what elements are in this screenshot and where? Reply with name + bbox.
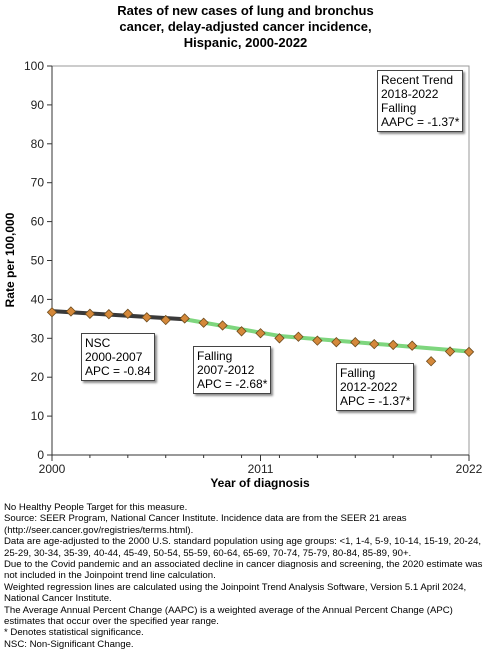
data-point	[350, 337, 361, 348]
annotation-line: Falling	[197, 349, 233, 363]
footnote: The Average Annual Percent Change (AAPC)…	[4, 604, 453, 628]
data-point	[425, 356, 437, 367]
annotation-line: APC = -1.37*	[340, 394, 411, 408]
axes: 0 10 20 30 40 50 60 70 80 90 100 2000 2011 2022	[24, 59, 483, 476]
annotation-line: 2018-2022	[381, 87, 439, 101]
annotation-line: Falling	[340, 366, 376, 380]
data-point	[179, 313, 190, 324]
y-tick-label: 80	[31, 137, 45, 151]
data-point	[122, 308, 133, 319]
x-axis-label: Year of diagnosis	[210, 476, 310, 490]
y-tick-label: 10	[31, 409, 45, 423]
data-point	[312, 335, 323, 346]
data-point	[236, 326, 247, 337]
y-tick-label: 0	[37, 448, 44, 462]
y-tick-label: 70	[31, 176, 45, 190]
annotation-falling-2012-2022: Falling 2012-2022 APC = -1.37*	[336, 363, 415, 411]
y-tick-label: 40	[31, 292, 45, 306]
chart-title: Rates of new cases of lung and bronchus …	[0, 3, 491, 51]
y-tick-label: 100	[24, 59, 44, 73]
data-point	[141, 312, 152, 323]
footnote: NSC: Non-Significant Change.	[4, 638, 134, 650]
footnote: Source: SEER Program, National Cancer In…	[4, 513, 407, 536]
annotation-line: Recent Trend	[381, 73, 454, 87]
annotation-line: 2007-2012	[197, 363, 255, 377]
chart-title-line-2: cancer, delay-adjusted cancer incidence,	[119, 19, 372, 34]
y-tick-label: 60	[31, 215, 45, 229]
data-point	[406, 340, 418, 351]
annotation-line: 2012-2022	[340, 380, 398, 394]
data-point	[103, 309, 115, 320]
data-point	[198, 317, 209, 328]
footnote: Data are age-adjusted to the 2000 U.S. s…	[4, 536, 482, 559]
data-point	[84, 308, 96, 319]
annotation-line: APC = -0.84	[85, 364, 151, 378]
annotation-line: APC = -2.68*	[197, 377, 268, 391]
footnote: Weighted regression lines are calculated…	[4, 581, 467, 605]
data-point	[388, 339, 399, 351]
data-point	[255, 328, 266, 339]
footnote: Due to the Covid pandemic and an associa…	[4, 559, 483, 582]
x-tick-label: 2022	[456, 462, 483, 476]
data-point	[331, 337, 342, 348]
x-tick-label: 2011	[248, 462, 274, 476]
data-point	[65, 306, 77, 317]
data-point	[463, 346, 475, 358]
data-point	[46, 307, 58, 318]
x-tick-label: 2000	[39, 462, 66, 476]
data-point	[160, 314, 171, 326]
data-points	[46, 306, 475, 367]
chart-title-line-3: Hispanic, 2000-2022	[183, 35, 308, 50]
y-tick-label: 20	[31, 370, 45, 384]
footnotes: No Healthy People Target for this measur…	[4, 502, 488, 650]
annotation-nsc-2000-2007: NSC 2000-2007 APC = -0.84	[81, 333, 155, 381]
y-tick-label: 90	[31, 98, 45, 112]
footnote: * Denotes statistical significance.	[4, 627, 144, 639]
data-point	[293, 331, 304, 342]
data-point	[369, 338, 380, 350]
y-axis-label: Rate per 100,000	[3, 212, 17, 307]
annotation-line: Falling	[381, 101, 417, 115]
footnote: No Healthy People Target for this measur…	[4, 502, 188, 513]
data-point	[274, 333, 285, 344]
y-tick-label: 50	[31, 254, 45, 268]
y-tick-label: 30	[31, 331, 45, 345]
annotation-line: 2000-2007	[85, 350, 143, 364]
annotation-falling-2007-2012: Falling 2007-2012 APC = -2.68*	[193, 346, 272, 394]
annotation-line: AAPC = -1.37*	[381, 115, 460, 129]
data-point	[217, 320, 228, 331]
annotation-recent-trend: Recent Trend 2018-2022 Falling AAPC = -1…	[377, 70, 464, 132]
chart-title-line-1: Rates of new cases of lung and bronchus	[117, 3, 374, 18]
data-point	[444, 346, 456, 357]
annotation-line: NSC	[85, 336, 111, 350]
